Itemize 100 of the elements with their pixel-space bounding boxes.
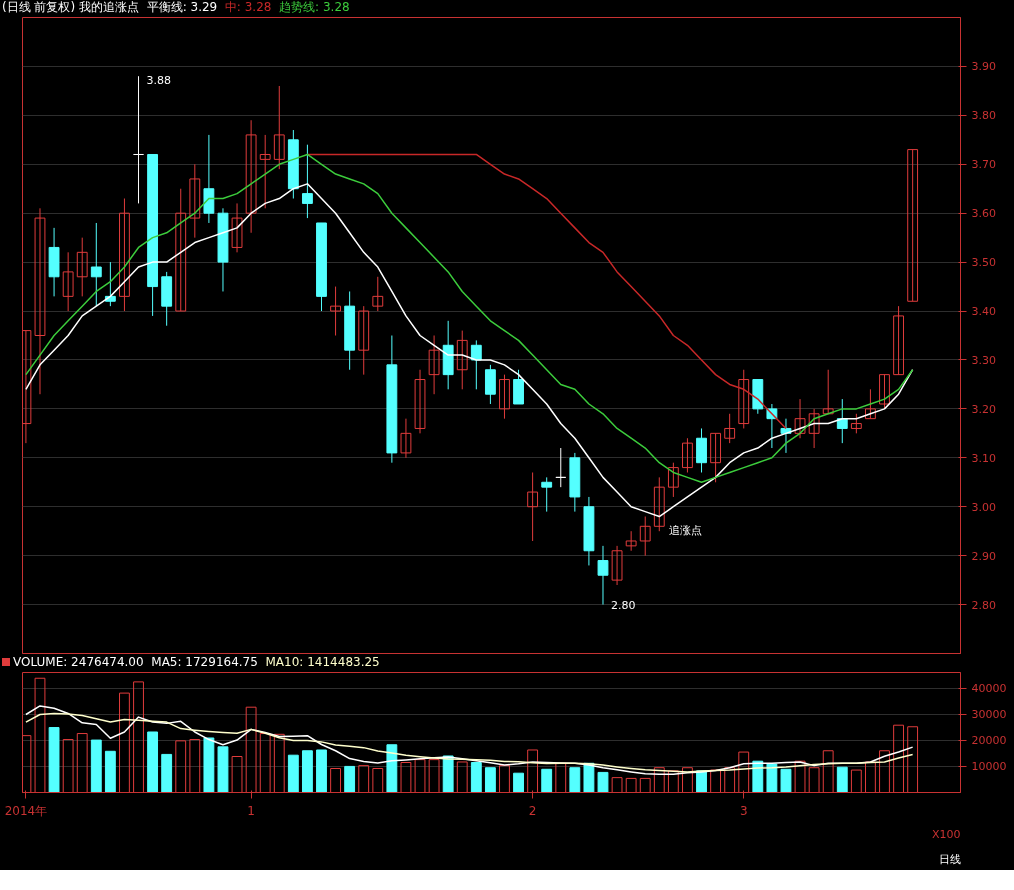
bar: [569, 767, 581, 793]
candlestick: [245, 119, 257, 234]
bar: [301, 750, 313, 793]
candlestick: [738, 369, 750, 429]
bar: [175, 740, 187, 793]
bar: [90, 739, 102, 793]
candlestick: [893, 305, 904, 376]
bar: [358, 765, 370, 793]
bar: [682, 767, 693, 793]
bar: [780, 768, 792, 793]
bar: [710, 769, 722, 793]
candlestick: [653, 476, 665, 532]
candlestick: [625, 530, 637, 552]
bar: [822, 750, 834, 793]
candlestick: [541, 476, 553, 513]
bar: [836, 766, 848, 793]
bar: [484, 767, 496, 793]
text: X100: [931, 827, 961, 841]
y-tick-label: 3.00: [971, 500, 996, 514]
bar: [794, 760, 806, 793]
bar: [62, 739, 74, 793]
bar: [48, 727, 60, 793]
bar: [414, 759, 426, 793]
candlestick: [822, 369, 834, 415]
annotation: 追涨点: [669, 524, 703, 538]
bar: [147, 731, 159, 793]
candlestick: [90, 222, 102, 307]
candlestick: [611, 545, 623, 586]
candlestick: [273, 85, 285, 170]
text: 趋势线: 3.28: [279, 0, 350, 14]
bar: [907, 726, 919, 793]
text: 日线: [938, 852, 961, 866]
y-tick-label: 3.50: [971, 256, 996, 270]
bar: [752, 760, 764, 793]
bar: [34, 677, 46, 793]
bar: [76, 733, 88, 793]
candlestick: [133, 75, 144, 204]
candlestick: [330, 286, 341, 336]
bar: [287, 754, 299, 793]
candlestick: [639, 516, 651, 557]
candlestick: [710, 432, 722, 483]
bar: [893, 724, 904, 793]
bar: [597, 771, 609, 793]
bar: [428, 759, 440, 793]
y-tick-label: 3.20: [971, 402, 996, 416]
candlestick: [667, 462, 679, 498]
bar: [864, 761, 876, 793]
y-tick-label: 30000: [971, 708, 1007, 722]
y-tick-label: 3.60: [971, 207, 996, 221]
candlestick: [597, 545, 609, 606]
line-series: [25, 183, 914, 518]
text: MA10: 1414483.25: [265, 655, 380, 669]
candlestick: [189, 163, 201, 239]
bar: [217, 746, 229, 793]
candlestick: [62, 251, 74, 312]
bar: [850, 769, 862, 793]
candlestick: [864, 388, 876, 420]
candlestick: [682, 437, 693, 473]
chart-title: (日线 前复权) 我的追涨点: [2, 0, 139, 14]
y-tick-label: 3.40: [971, 305, 996, 319]
candlestick: [301, 144, 313, 219]
candlestick: [794, 398, 806, 439]
bar: [119, 692, 130, 793]
candlestick: [499, 374, 510, 420]
x-tick-label: 2014年: [4, 803, 48, 818]
candlestick: [34, 207, 46, 395]
x-tick-label: 3: [739, 803, 748, 818]
text: 平衡线: 3.29: [146, 0, 218, 14]
bar: [738, 751, 750, 793]
candlestick: [428, 335, 440, 395]
candlestick: [231, 202, 243, 253]
y-tick-label: 3.70: [971, 158, 996, 172]
bar: [766, 763, 778, 793]
candlestick: [808, 408, 820, 449]
bar: [442, 755, 454, 793]
bar: [386, 744, 398, 793]
candlestick: [372, 276, 384, 312]
bar: [639, 777, 651, 793]
bar: [541, 768, 553, 793]
candlestick: [414, 369, 426, 434]
candlestick: [879, 374, 890, 410]
legend-label: VOLUME: 2476474.00: [13, 655, 144, 669]
bar: [372, 768, 384, 793]
bar: [527, 749, 539, 793]
bar: [625, 777, 637, 793]
bar: [456, 761, 468, 793]
bar: [808, 767, 820, 793]
bar: [161, 753, 173, 793]
bar: [696, 770, 707, 793]
y-tick-label: 40000: [971, 682, 1007, 696]
annotation: 3.88: [146, 74, 172, 88]
bar: [273, 733, 285, 793]
bar: [259, 733, 271, 793]
bar: [879, 750, 890, 793]
candlestick: [470, 339, 482, 390]
x-tick-label: 2: [528, 803, 537, 818]
candlestick: [175, 188, 187, 312]
bar: [104, 750, 116, 793]
y-tick-label: 3.30: [971, 353, 996, 367]
y-tick-label: 10000: [971, 760, 1007, 774]
